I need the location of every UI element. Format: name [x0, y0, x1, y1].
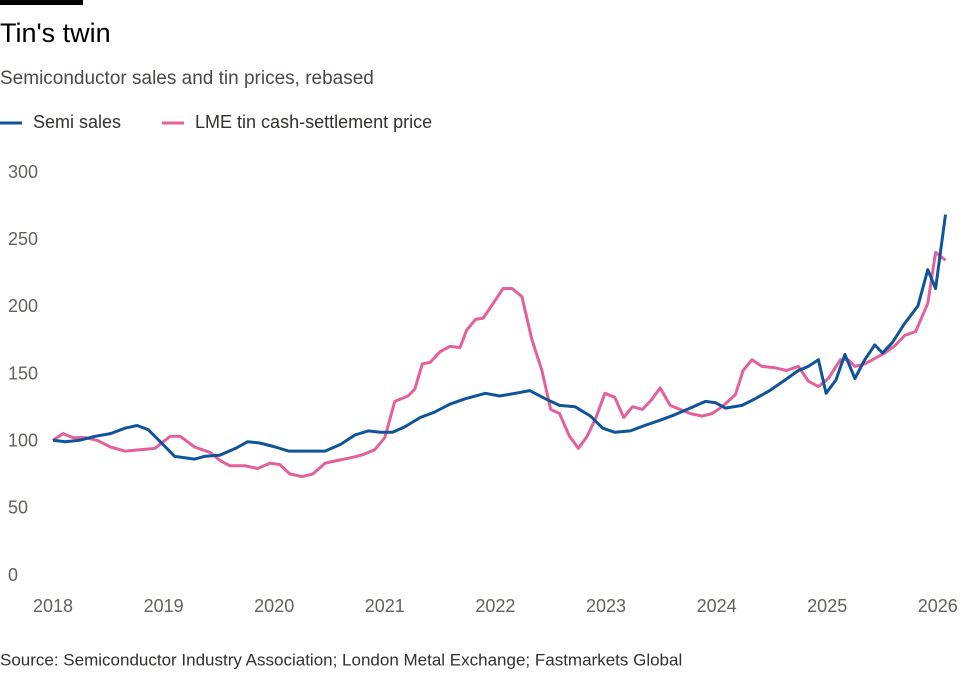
x-tick-label: 2025 [807, 596, 847, 616]
series-line [52, 250, 947, 479]
chart-title: Tin's twin [0, 18, 111, 48]
x-tick-label: 2019 [144, 596, 184, 616]
brand-bar [0, 0, 83, 5]
x-tick-label: 2022 [475, 596, 515, 616]
source-note: Source: Semiconductor Industry Associati… [0, 650, 682, 669]
x-tick-label: 2026 [918, 596, 958, 616]
y-tick-label: 250 [8, 229, 38, 249]
x-tick-label: 2024 [697, 596, 737, 616]
y-tick-label: 0 [8, 565, 18, 585]
y-tick-label: 100 [8, 430, 38, 450]
x-tick-label: 2021 [365, 596, 405, 616]
x-tick-label: 2018 [33, 596, 73, 616]
y-tick-label: 150 [8, 363, 38, 383]
x-tick-label: 2023 [586, 596, 626, 616]
y-tick-label: 50 [8, 498, 28, 518]
y-tick-label: 300 [8, 162, 38, 182]
series-line [52, 214, 947, 461]
x-tick-label: 2020 [254, 596, 294, 616]
legend-label: LME tin cash-settlement price [195, 112, 432, 132]
chart-subtitle: Semiconductor sales and tin prices, reba… [0, 68, 374, 89]
y-tick-label: 200 [8, 296, 38, 316]
legend-label: Semi sales [33, 112, 121, 132]
